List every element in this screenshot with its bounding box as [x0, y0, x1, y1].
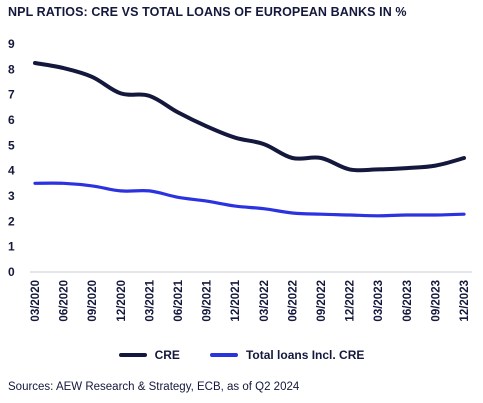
legend-label-total-loans: Total loans Incl. CRE — [245, 348, 365, 362]
series-line-total-loans — [33, 181, 466, 218]
x-tick-label: 12/2021 — [230, 279, 242, 321]
y-tick-label: 4 — [8, 164, 15, 178]
x-tick-label: 12/2020 — [116, 280, 128, 322]
y-tick-label: 1 — [8, 240, 15, 254]
y-tick-label: 3 — [8, 189, 15, 203]
legend-item-total-loans: Total loans Incl. CRE — [209, 348, 365, 362]
x-tick-label: 03/2021 — [144, 279, 156, 321]
legend-swatch-cre — [118, 353, 147, 357]
x-axis-labels: 03/2020 06/2020 09/2020 12/2020 03/2021 06/20… — [30, 279, 471, 321]
y-tick-label: 9 — [8, 37, 15, 51]
x-tick-label: 09/2022 — [316, 280, 328, 322]
x-tick-label: 03/2020 — [30, 280, 42, 322]
y-tick-label: 8 — [8, 62, 15, 76]
y-tick-label: 6 — [8, 113, 15, 127]
x-tick-label: 03/2023 — [373, 280, 385, 322]
x-tick-label: 06/2022 — [287, 280, 299, 322]
legend-item-cre: CRE — [118, 348, 180, 362]
source-note: Sources: AEW Research & Strategy, ECB, a… — [8, 381, 300, 393]
series-line-cre — [33, 61, 466, 173]
y-tick-label: 5 — [8, 138, 15, 152]
y-tick-label: 2 — [8, 214, 15, 228]
x-tick-label: 06/2023 — [402, 280, 414, 322]
y-tick-label: 7 — [8, 88, 15, 102]
x-tick-label: 03/2022 — [259, 280, 271, 322]
legend: CRE Total loans Incl. CRE — [0, 348, 483, 362]
x-tick-label: 09/2023 — [430, 280, 442, 322]
legend-label-cre: CRE — [154, 348, 180, 362]
y-tick-label: 0 — [8, 265, 15, 279]
x-tick-label: 09/2021 — [202, 279, 214, 321]
chart-title: NPL RATIOS: CRE VS TOTAL LOANS OF EUROPE… — [8, 5, 407, 19]
series-lines — [33, 61, 466, 218]
x-tick-label: 12/2023 — [459, 280, 471, 322]
y-axis-labels: 0 1 2 3 4 5 6 7 8 9 — [8, 37, 15, 279]
legend-swatch-total-loans — [209, 353, 238, 357]
x-tick-label: 09/2020 — [87, 280, 99, 322]
x-tick-label: 06/2021 — [173, 279, 185, 321]
x-tick-label: 12/2022 — [345, 280, 357, 322]
x-tick-label: 06/2020 — [59, 280, 71, 322]
